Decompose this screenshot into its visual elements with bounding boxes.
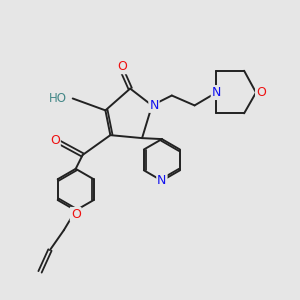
Text: HO: HO — [49, 92, 67, 105]
Text: O: O — [117, 60, 127, 73]
Text: N: N — [149, 99, 159, 112]
Text: N: N — [157, 174, 167, 187]
Text: O: O — [71, 208, 81, 221]
Text: N: N — [212, 86, 221, 99]
Text: O: O — [256, 86, 266, 99]
Text: O: O — [50, 134, 60, 147]
